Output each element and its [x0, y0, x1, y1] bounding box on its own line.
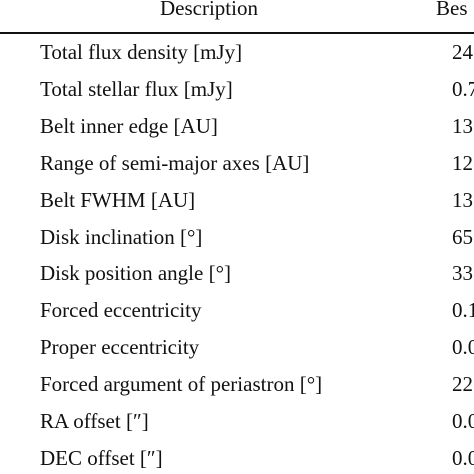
value-cell: 65 [452, 224, 473, 249]
description-cell: Belt FWHM [AU] [40, 187, 196, 212]
description-cell: Disk inclination [°] [40, 224, 203, 249]
description-cell: Proper eccentricity [40, 335, 200, 360]
description-cell: Total stellar flux [mJy] [40, 76, 233, 101]
value-cell: 0.0 [452, 335, 474, 360]
description-cell: RA offset [″] [40, 409, 149, 433]
description-cell: Total flux density [mJy] [40, 40, 243, 64]
value-cell: 13 [452, 187, 473, 212]
description-cell: Disk position angle [°] [40, 261, 231, 286]
value-cell: 22 [452, 372, 473, 397]
value-cell: 24 [452, 40, 473, 64]
description-cell: Belt inner edge [AU] [40, 113, 218, 138]
description-cell: Forced argument of periastron [°] [40, 372, 323, 397]
value-cell: 0.7 [452, 76, 474, 101]
value-cell: 0.1 [452, 298, 474, 323]
header-rule [0, 32, 474, 34]
value-cell: 0.0 [452, 445, 474, 470]
value-cell: 13 [452, 113, 473, 138]
description-cell: Forced eccentricity [40, 298, 202, 323]
value-cell: 33 [452, 261, 473, 286]
header-description: Description [160, 0, 258, 20]
value-cell: 0.0 [452, 409, 474, 433]
description-cell: DEC offset [″] [40, 445, 163, 470]
header-best: Bes [436, 0, 468, 20]
description-cell: Range of semi-major axes [AU] [40, 150, 310, 175]
value-cell: 12 [452, 150, 473, 175]
